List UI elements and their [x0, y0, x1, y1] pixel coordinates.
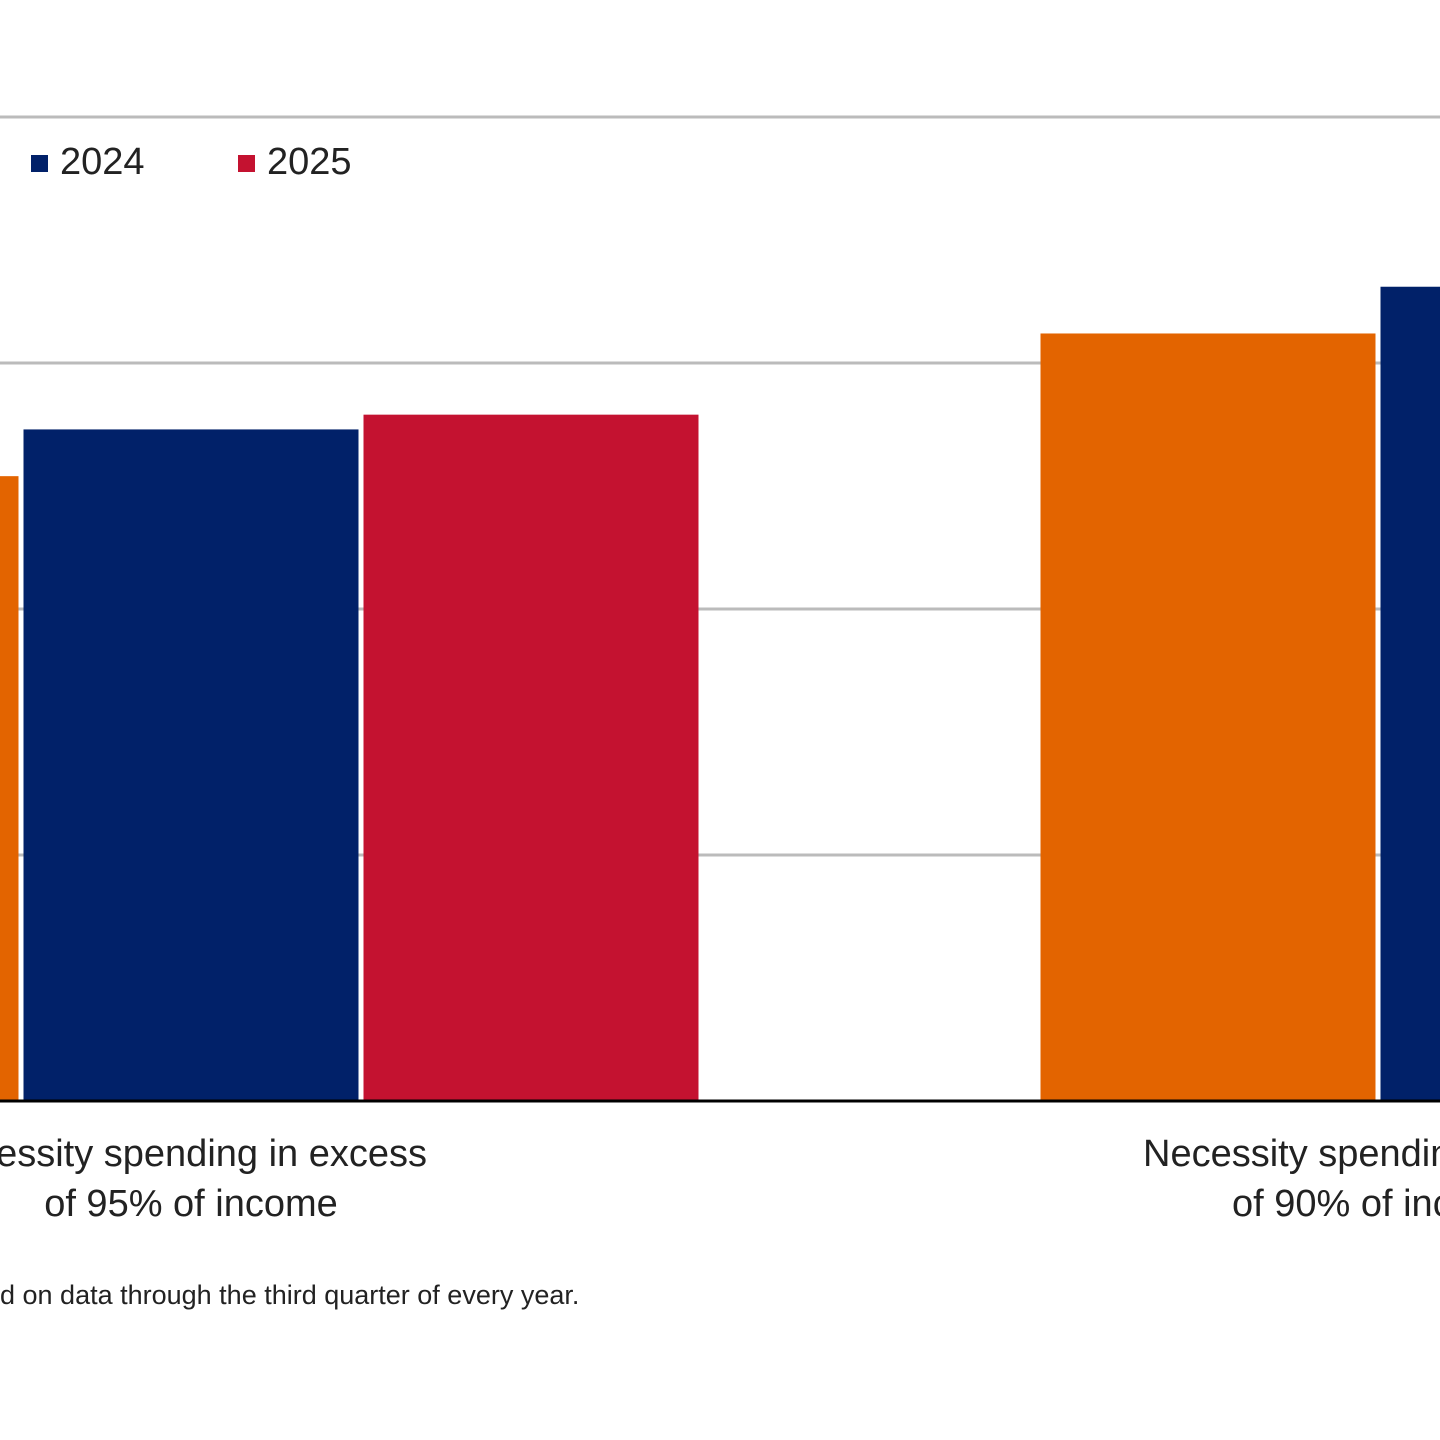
legend-label: 2024 [60, 141, 145, 183]
bar [363, 414, 699, 1101]
legend-swatch [31, 155, 48, 172]
bar [1380, 286, 1440, 1101]
x-tick-label: of 90% of inc [1232, 1183, 1440, 1225]
x-tick-label: of 95% of income [44, 1183, 338, 1225]
bar [23, 429, 359, 1101]
legend-swatch [238, 155, 255, 172]
footnote: d on data through the third quarter of e… [0, 1280, 579, 1310]
x-tick-label: Necessity spending [1143, 1133, 1440, 1175]
bar [0, 476, 19, 1101]
x-tick-label: cessity spending in excess [0, 1133, 427, 1175]
bar [1040, 333, 1376, 1102]
legend-label: 2025 [267, 141, 352, 183]
